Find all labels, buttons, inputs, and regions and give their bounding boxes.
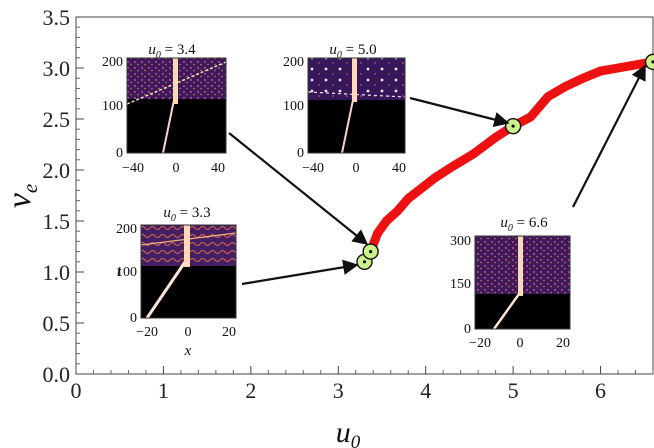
arrow-inset-6.6	[572, 64, 646, 208]
inset-soliton-core	[352, 58, 357, 102]
inset-title: u0 = 5.0	[329, 42, 376, 61]
inset-xtick: 0	[353, 161, 360, 176]
inset-soliton-path	[341, 99, 354, 154]
x-axis-title: u0	[336, 416, 361, 448]
inset-ytick: 0	[464, 322, 471, 337]
inset-u0-5.0: u0 = 5.0 200 100 0 −40 0 40	[283, 42, 406, 176]
inset-title: u0 = 6.6	[500, 215, 548, 234]
data-marker	[644, 53, 654, 71]
inset-ytick: 300	[450, 234, 471, 249]
inset-ytick: 100	[102, 99, 123, 114]
x-tick-label: 3	[333, 378, 344, 403]
plot-frame	[75, 16, 654, 375]
inset-frame	[307, 57, 406, 154]
inset-soliton-path	[162, 99, 175, 154]
inset-image-bottom	[308, 100, 405, 153]
inset-xtick: 0	[173, 161, 180, 176]
arrow-inset-3.4	[228, 132, 369, 245]
x-tick-label: 0	[71, 378, 82, 403]
inset-xtick: −40	[122, 161, 144, 176]
inset-ytick: 0	[297, 146, 304, 161]
y-tick-label: 3.5	[43, 5, 71, 30]
arrows	[228, 64, 646, 286]
inset-xtick: −20	[136, 325, 158, 340]
inset-ytick: 100	[116, 265, 137, 280]
inset-soliton-path	[492, 293, 521, 330]
inset-u0-6.6: u0 = 6.6 300 150 0 −20 0 20	[450, 215, 571, 351]
inset-ytick: 200	[116, 222, 137, 237]
inset-u0-3.4: u0 = 3.4 200 100 0 −40 0 40	[102, 42, 227, 176]
y-tick-label: 0.5	[43, 311, 71, 336]
y-axis-title: ve	[1, 184, 42, 208]
inset-u0-3.3: u0 = 3.3 200 100 0 t −20 0 20 x	[116, 205, 237, 359]
x-tick-label: 1	[158, 378, 169, 403]
inset-soliton-core	[184, 225, 190, 267]
inset-xtick: 20	[556, 336, 570, 351]
inset-frame	[474, 235, 571, 330]
inset-frame	[126, 57, 227, 154]
inset-soliton-path	[145, 261, 187, 319]
inset-xtick: 40	[211, 161, 225, 176]
inset-ylabel: t	[117, 264, 122, 280]
arrow-inset-3.3	[241, 259, 359, 286]
inset-xtick: 40	[392, 161, 406, 176]
y-tick-label: 1.5	[43, 209, 71, 234]
y-tick-label: 2.0	[43, 158, 71, 183]
x-tick-label: 4	[420, 378, 431, 403]
inset-image-bottom	[141, 266, 236, 318]
inset-image-bottom	[127, 99, 226, 153]
y-tick-label: 0.0	[43, 362, 71, 387]
arrow-inset-5.0	[409, 96, 510, 128]
inset-soliton-core	[173, 58, 178, 104]
data-marker-center	[369, 250, 373, 254]
inset-ytick: 200	[102, 55, 123, 70]
inset-image-bottom	[475, 294, 570, 329]
y-tick-label: 3.0	[43, 56, 71, 81]
x-tick-label: 6	[595, 378, 606, 403]
inset-xtick: 0	[185, 325, 192, 340]
inset-ytick: 100	[283, 99, 304, 114]
inset-ytick: 150	[450, 277, 471, 292]
inset-xlabel: x	[184, 343, 192, 359]
y-axis: 0.0 0.5 1.0 1.5 2.0 2.5 3.0 3.5	[43, 5, 84, 387]
inset-ytick: 0	[116, 146, 123, 161]
x-tick-label: 2	[245, 378, 256, 403]
inset-xtick: −20	[469, 336, 491, 351]
y-tick-label: 2.5	[43, 107, 71, 132]
inset-frame	[140, 224, 237, 319]
series-line	[366, 57, 654, 257]
inset-xtick: −40	[302, 161, 324, 176]
data-marker-center	[511, 124, 515, 128]
data-marker-center	[362, 260, 367, 264]
inset-xtick: 0	[517, 336, 524, 351]
inset-title: u0 = 3.4	[148, 42, 196, 61]
inset-ytick: 200	[283, 55, 304, 70]
inset-ytick: 0	[130, 311, 137, 326]
x-tick-label: 5	[508, 378, 519, 403]
inset-xtick: 20	[222, 325, 236, 340]
data-marker-center	[651, 60, 654, 64]
y-tick-label: 1.0	[43, 260, 71, 285]
inset-soliton-core	[518, 236, 523, 296]
inset-title: u0 = 3.3	[163, 205, 210, 224]
inset-front-line	[126, 61, 227, 105]
x-axis: 0 1 2 3 4 5 6	[71, 366, 654, 403]
